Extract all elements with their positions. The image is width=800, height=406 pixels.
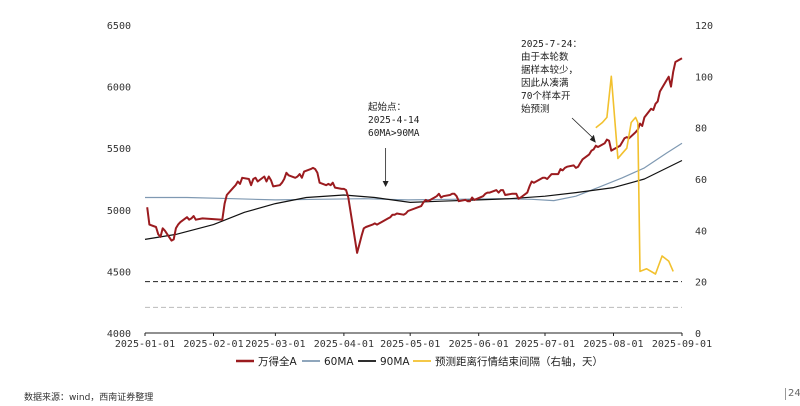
reference-lines <box>145 281 682 308</box>
annotation-2-line: 70个样本开 <box>521 90 571 102</box>
x-tick-label: 2025-04-01 <box>314 339 374 350</box>
right-tick-label: 40 <box>695 226 707 237</box>
annotation-1-line: 60MA>90MA <box>368 128 420 139</box>
series-line-2 <box>144 159 683 240</box>
annotation-1-arrowhead <box>382 181 389 187</box>
x-tick-label: 2025-06-01 <box>449 339 509 350</box>
right-tick-label: 20 <box>695 278 707 289</box>
series-lines <box>144 57 683 275</box>
legend-label-2: 90MA <box>380 356 410 368</box>
annotation-2-line: 据样本较少， <box>521 64 578 76</box>
left-tick-label: 6500 <box>107 21 131 32</box>
left-tick-label: 5000 <box>107 206 131 217</box>
x-tick-label: 2025-09-01 <box>652 339 712 350</box>
x-tick-label: 2025-02-01 <box>183 339 243 350</box>
annotations: 起始点： 2025-4-14 60MA>90MA 2025-7-24：由于本轮数据样本… <box>368 39 596 187</box>
left-tick-label: 4500 <box>107 267 131 278</box>
annotation-2-line: 始预测 <box>521 103 550 115</box>
x-tick-label: 2025-03-01 <box>245 339 305 350</box>
x-tick-label: 2025-07-01 <box>515 339 575 350</box>
right-tick-label: 80 <box>695 124 707 135</box>
right-tick-label: 120 <box>695 21 713 32</box>
series-line-1 <box>145 142 683 202</box>
annotation-1-line: 起始点： <box>368 101 406 113</box>
annotation-2-arrow <box>571 117 595 140</box>
legend-label-1: 60MA <box>324 356 354 368</box>
x-tick-label: 2025-08-01 <box>583 339 643 350</box>
annotation-2-arrowhead <box>589 134 596 143</box>
annotation-2-line: 由于本轮数 <box>521 51 569 63</box>
x-tick-label: 2025-05-01 <box>380 339 440 350</box>
left-tick-label: 4000 <box>107 329 131 340</box>
x-tick-label: 2025-01-01 <box>115 339 175 350</box>
left-tick-label: 5500 <box>107 144 131 155</box>
legend-label-0: 万得全A <box>258 355 297 368</box>
page-number: 24 <box>785 388 800 400</box>
legend: 万得全A 60MA 90MA 预测距离行情结束间隔（右轴，天） <box>236 355 603 368</box>
series-line-0 <box>146 57 683 254</box>
right-tick-label: 0 <box>695 329 701 340</box>
left-tick-label: 6000 <box>107 83 131 94</box>
annotation-2-line: 2025-7-24： <box>521 39 582 50</box>
axes: 2025-01-01 2025-02-01 2025-03-01 2025-04-01… <box>107 21 713 350</box>
legend-label-3: 预测距离行情结束间隔（右轴，天） <box>435 355 603 368</box>
right-tick-label: 100 <box>695 72 713 83</box>
right-tick-label: 60 <box>695 175 707 186</box>
annotation-1-line: 2025-4-14 <box>368 115 420 126</box>
annotation-2-line: 因此从凑满 <box>521 77 569 89</box>
source-note: 数据来源：wind，西南证券整理 <box>24 393 154 403</box>
series-line-3 <box>595 75 674 275</box>
